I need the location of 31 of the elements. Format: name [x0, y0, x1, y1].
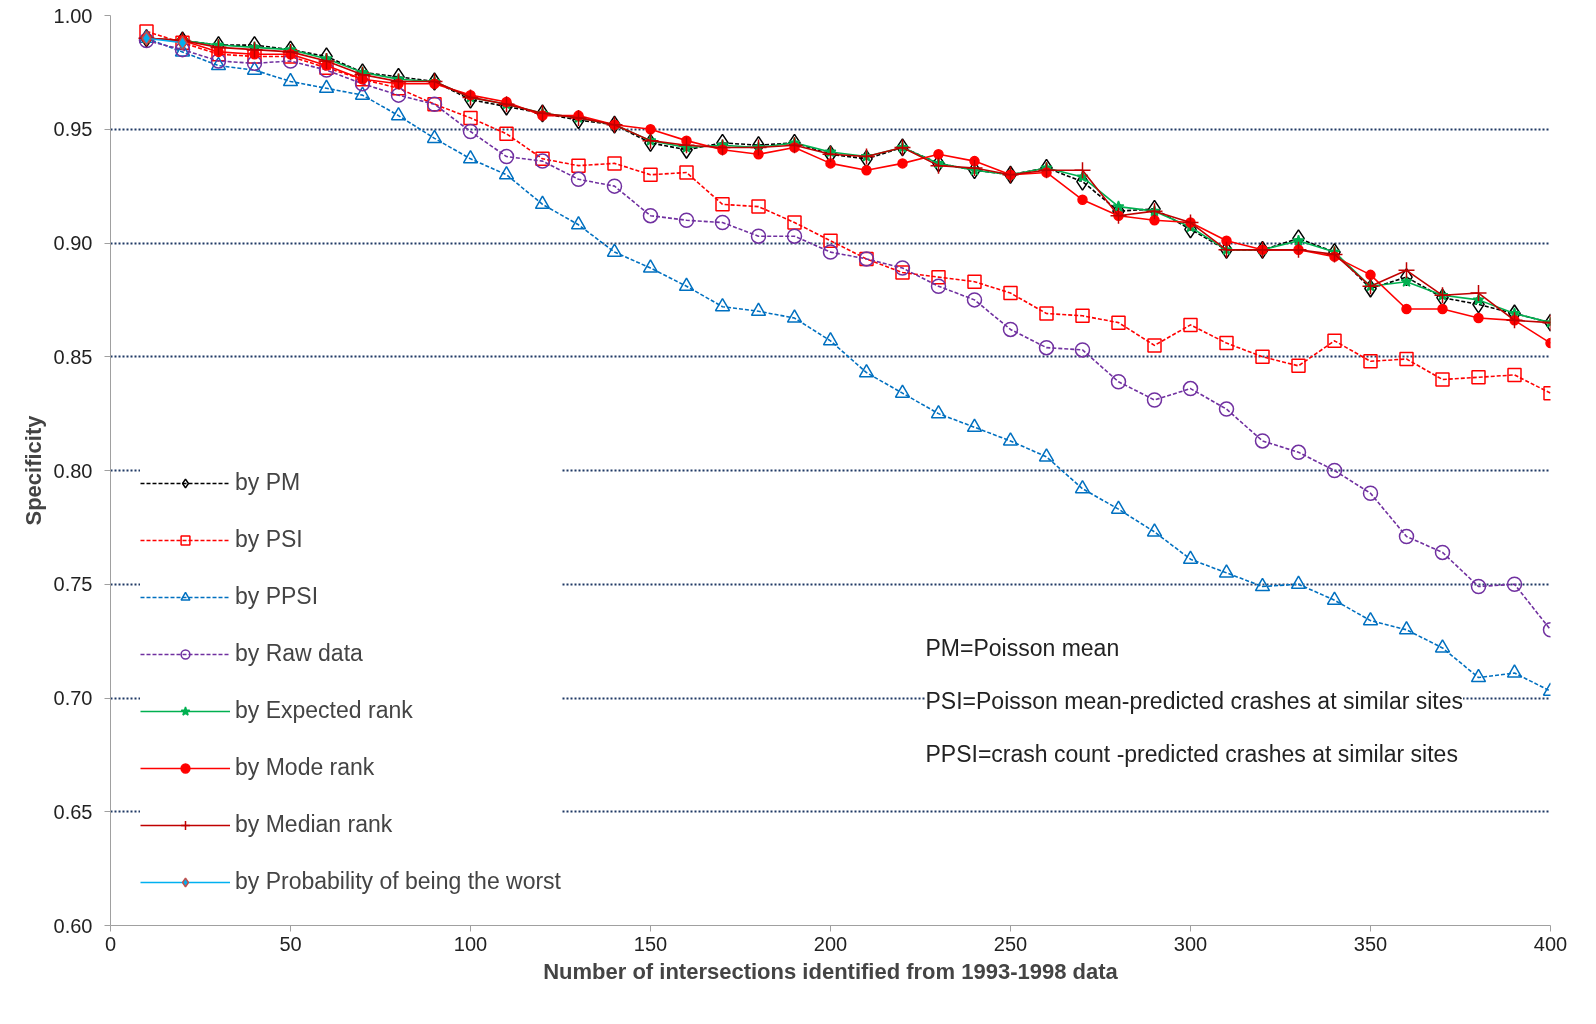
x-tick-label: 300 [1173, 932, 1208, 955]
legend-label: by PPSI [235, 583, 319, 610]
legend-label: by Mode rank [235, 754, 375, 781]
y-tick-label: 0.85 [53, 345, 93, 368]
y-tick-label: 0.95 [53, 118, 93, 141]
y-tick-label: 0.90 [53, 232, 93, 254]
x-tick-label: 400 [1533, 932, 1568, 955]
y-axis-title: Specificity [20, 414, 46, 526]
y-tick-label: 0.70 [53, 687, 93, 709]
x-tick-label: 150 [633, 932, 668, 955]
legend-label: by Expected rank [235, 697, 413, 724]
x-tick-label: 350 [1353, 932, 1388, 955]
annotation: PPSI=crash count -predicted crashes at similar sites [925, 740, 1458, 767]
y-tick-label: 1.00 [53, 4, 93, 27]
legend-label: by PM [235, 469, 301, 496]
y-tick-label: 0.75 [53, 573, 93, 596]
x-tick-label: 0 [104, 932, 117, 955]
y-tick-label: 0.65 [53, 800, 93, 823]
annotation: PSI=Poisson mean-predicted crashes at similar sites [925, 687, 1464, 714]
x-tick-label: 200 [813, 932, 848, 955]
annotation: PM=Poisson mean [925, 634, 1120, 661]
x-tick-label: 250 [993, 932, 1028, 955]
y-tick-label: 0.80 [53, 459, 93, 482]
legend-label: by Raw data [235, 640, 363, 667]
x-tick-label: 100 [453, 932, 488, 955]
legend-label: by Median rank [235, 811, 393, 838]
x-tick-label: 50 [279, 932, 302, 955]
legend-label: by PSI [235, 526, 303, 553]
x-axis-title: Number of intersections identified from 1993-1998 data [543, 958, 1119, 984]
legend-label: by Probability of being the worst [235, 868, 562, 895]
y-tick-label: 0.60 [53, 914, 93, 937]
